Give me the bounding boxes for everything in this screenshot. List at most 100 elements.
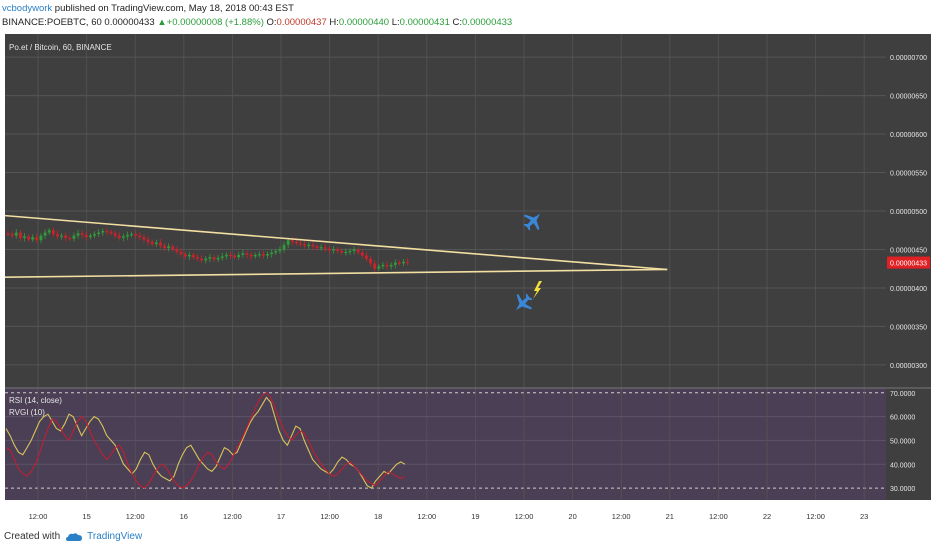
triangle-pattern — [4, 214, 668, 278]
price-tick-label: 0.00000350 — [890, 324, 927, 331]
candle-body — [262, 254, 265, 256]
candle-body — [14, 232, 18, 236]
time-tick-label: 12:00 — [29, 512, 48, 521]
candle-body — [23, 236, 26, 238]
candle-body — [187, 254, 191, 257]
candle-body — [72, 235, 76, 239]
change-value: +0.00000008 (+1.88%) — [166, 17, 264, 28]
candle-body — [245, 253, 249, 255]
candle-body — [340, 251, 344, 253]
candle-body — [212, 257, 216, 260]
candle-body — [150, 241, 154, 245]
rvgi-label: RVGI (10) — [9, 408, 45, 417]
jet-up-icon — [523, 213, 541, 231]
candle-body — [402, 261, 405, 264]
candle-body — [216, 257, 220, 260]
candle-body — [6, 233, 10, 235]
candle-body — [249, 254, 253, 257]
candle-body — [377, 266, 381, 269]
last-price-tag-text: 0.00000433 — [890, 261, 927, 268]
candle-body — [229, 254, 232, 257]
candle-body — [105, 231, 109, 233]
indicator-tick-label: 60.0000 — [890, 415, 915, 422]
candle-body — [134, 234, 138, 236]
candle-body — [56, 234, 59, 237]
price-tick-label: 0.00000300 — [890, 363, 927, 370]
candle-body — [208, 257, 212, 259]
price-tick-label: 0.00000550 — [890, 171, 927, 178]
triangle-lower-line — [4, 268, 668, 278]
tradingview-logo[interactable]: TradingView — [66, 531, 142, 542]
price-tick-label: 0.00000650 — [890, 94, 927, 101]
candle-body — [163, 245, 166, 248]
close-value: 0.00000433 — [462, 17, 513, 28]
footer: Created with TradingView — [4, 531, 142, 542]
candle-body — [175, 249, 179, 252]
candle-body — [336, 249, 339, 252]
last-price-tag: 0.00000433 — [887, 256, 930, 269]
candle-body — [257, 254, 261, 256]
candle-body — [385, 264, 389, 267]
candle-body — [389, 264, 393, 267]
candle-body — [278, 249, 282, 252]
candle-body — [154, 242, 158, 245]
candle-body — [233, 255, 236, 258]
candle-body — [315, 246, 319, 248]
rsi-line — [5, 396, 406, 489]
rvgi-line — [5, 392, 406, 489]
tradingview-brand: TradingView — [87, 531, 143, 542]
price-tick-label: 0.00000400 — [890, 286, 927, 293]
time-tick-label: 19 — [471, 512, 479, 521]
candle-body — [253, 254, 257, 257]
time-tick-label: 23 — [860, 512, 868, 521]
candle-body — [360, 252, 364, 256]
publish-text: published on TradingView.com, May 18, 20… — [52, 3, 294, 14]
candle-body — [76, 233, 80, 236]
time-tick-label: 15 — [82, 512, 90, 521]
candle-body — [159, 242, 162, 246]
candle-body — [204, 258, 208, 261]
candle-body — [348, 251, 352, 253]
time-tick-label: 16 — [180, 512, 188, 521]
time-tick-label: 21 — [666, 512, 674, 521]
candle-body — [130, 234, 133, 236]
candle-body — [332, 249, 335, 251]
candle-body — [109, 231, 113, 234]
candle-body — [39, 235, 43, 241]
candle-body — [31, 237, 35, 240]
candle-body — [18, 232, 22, 238]
candle-body — [286, 240, 290, 245]
candle-body — [97, 232, 101, 235]
candle-body — [138, 235, 142, 238]
low-label: L: — [391, 17, 400, 28]
time-tick-label: 12:00 — [709, 512, 728, 521]
candle-body — [51, 230, 55, 235]
candle-body — [323, 247, 327, 249]
candle-body — [68, 237, 72, 240]
lightning-icon — [533, 281, 542, 299]
indicator-tick-label: 50.0000 — [890, 438, 915, 445]
price-tick-label: 0.00000450 — [890, 247, 927, 254]
author-link[interactable]: vcbodywork — [2, 3, 53, 14]
jet-shape — [523, 213, 541, 231]
candles — [6, 227, 410, 273]
grid — [5, 34, 931, 500]
candle-body — [101, 231, 105, 233]
candle-body — [319, 247, 323, 249]
indicator-tick-label: 30.0000 — [890, 486, 915, 493]
candle-body — [406, 261, 410, 263]
time-tick-label: 12:00 — [320, 512, 339, 521]
symbol-label: BINANCE:POEBTC, 60 — [2, 17, 102, 28]
candle-body — [274, 251, 278, 253]
candle-body — [10, 234, 14, 236]
candle-body — [179, 251, 183, 255]
tradingview-cloud-icon — [66, 532, 83, 541]
candle-body — [60, 235, 63, 237]
candle-body — [43, 232, 47, 236]
candle-body — [167, 246, 171, 248]
candle-body — [196, 257, 199, 259]
candle-body — [142, 237, 146, 240]
candle-body — [241, 253, 245, 255]
candle-body — [117, 235, 121, 238]
